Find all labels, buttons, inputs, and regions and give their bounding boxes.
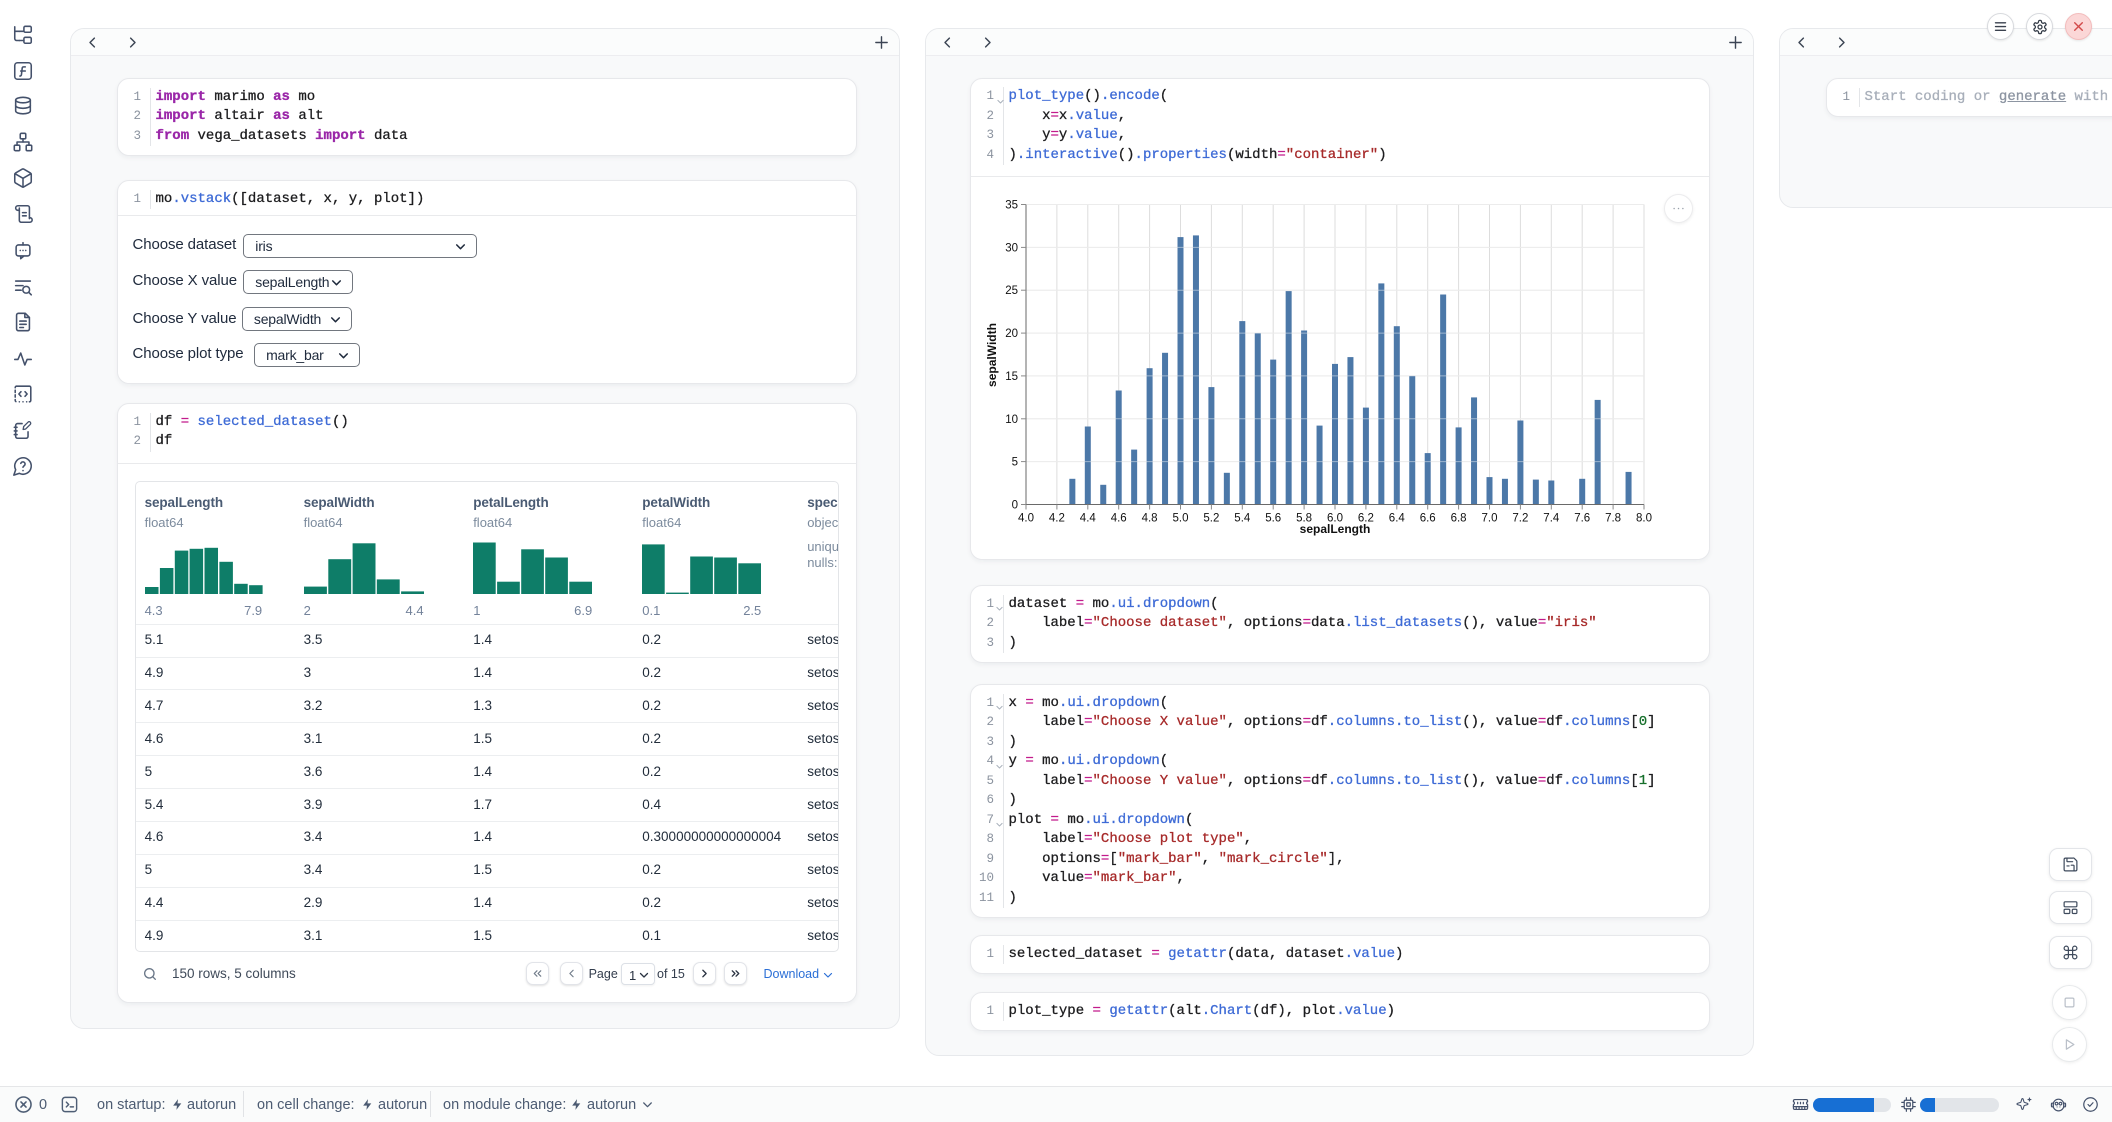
svg-text:4.8: 4.8: [1142, 512, 1158, 524]
svg-text:5: 5: [1012, 456, 1018, 468]
svg-text:7.8: 7.8: [1605, 512, 1621, 524]
svg-text:7.0: 7.0: [1482, 512, 1498, 524]
svg-text:15: 15: [1005, 370, 1018, 382]
svg-text:30: 30: [1005, 242, 1018, 254]
svg-text:5.4: 5.4: [1234, 512, 1251, 524]
svg-text:sepalLength: sepalLength: [1300, 522, 1371, 536]
svg-text:6.8: 6.8: [1451, 512, 1467, 524]
svg-text:7.6: 7.6: [1574, 512, 1590, 524]
svg-text:7.2: 7.2: [1512, 512, 1528, 524]
svg-text:5.6: 5.6: [1265, 512, 1281, 524]
svg-text:4.4: 4.4: [1080, 512, 1097, 524]
svg-text:4.2: 4.2: [1049, 512, 1065, 524]
svg-text:35: 35: [1005, 199, 1018, 211]
svg-text:6.6: 6.6: [1420, 512, 1436, 524]
svg-text:4.6: 4.6: [1111, 512, 1127, 524]
svg-text:6.2: 6.2: [1358, 512, 1374, 524]
svg-text:5.2: 5.2: [1203, 512, 1219, 524]
svg-text:6.0: 6.0: [1327, 512, 1343, 524]
svg-text:0: 0: [1012, 499, 1018, 511]
svg-text:sepalWidth: sepalWidth: [985, 323, 999, 387]
svg-text:20: 20: [1005, 328, 1018, 340]
svg-text:5.0: 5.0: [1173, 512, 1189, 524]
svg-text:10: 10: [1005, 413, 1018, 425]
svg-text:5.8: 5.8: [1296, 512, 1312, 524]
svg-text:8.0: 8.0: [1636, 512, 1652, 524]
svg-text:25: 25: [1005, 285, 1018, 297]
svg-text:7.4: 7.4: [1543, 512, 1560, 524]
svg-text:4.0: 4.0: [1018, 512, 1034, 524]
svg-text:6.4: 6.4: [1389, 512, 1406, 524]
